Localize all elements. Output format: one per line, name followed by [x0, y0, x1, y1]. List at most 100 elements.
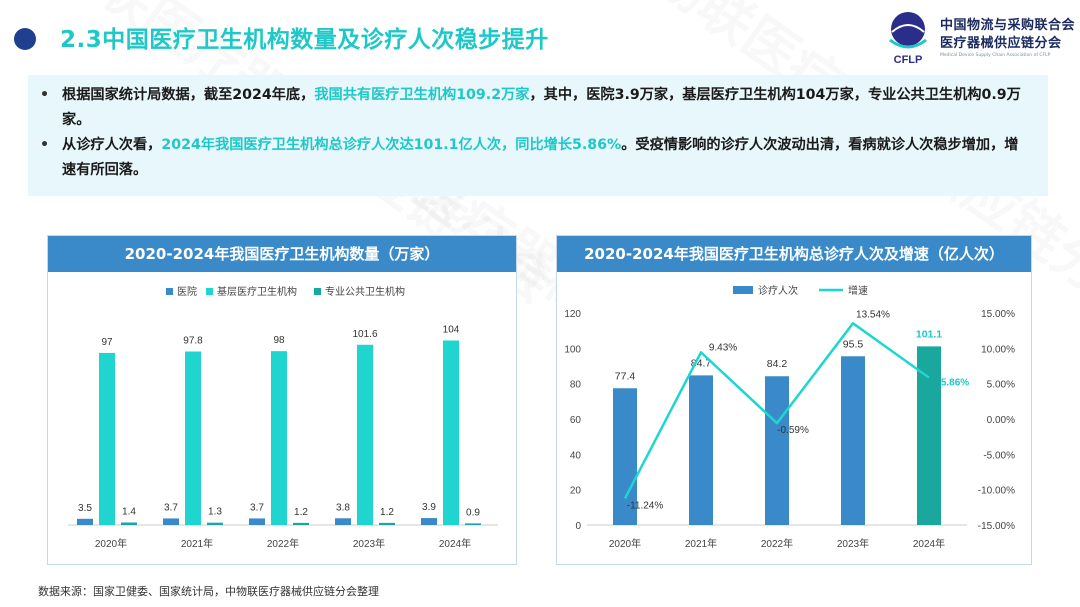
x-tick-label: 2023年 — [837, 537, 869, 550]
bar-value-label: 3.7 — [250, 502, 264, 513]
bar — [271, 351, 287, 525]
bar-value-label: 3.9 — [422, 502, 436, 513]
bar-value-label: 3.5 — [78, 503, 92, 514]
institutions-bar-chart: 医院 基层医疗卫生机构 专业公共卫生机构 3.5 97 1.4 2020年 3.7 97.8 1.… — [68, 285, 498, 550]
bar-value-label: 1.2 — [294, 507, 308, 518]
bar-value-label: 3.8 — [336, 502, 350, 513]
legend-swatch — [206, 288, 213, 295]
bar-value-label: 0.9 — [466, 507, 480, 518]
logo-english: Medical Device Supply Chain Association … — [940, 53, 1051, 58]
logo-abbr: CFLP — [894, 54, 923, 66]
y-right-tick-label: -15.00% — [978, 521, 1015, 532]
cflp-logo: CFLP 中国物流与采购联合会 医疗器械供应链分会 Medical Device… — [884, 8, 1076, 68]
summary-text: 。受疫情影响的诊疗人次波动出清，看病就诊人次稳步增加，增速有所回落。 — [62, 137, 1019, 178]
y-right-tick-label: -10.00% — [978, 486, 1015, 497]
visits-chart-panel: 2020-2024年我国医疗卫生机构总诊疗人次及增速（亿人次） 诊疗人次 增速 0 2… — [556, 235, 1032, 565]
institutions-chart-panel: 2020-2024年我国医疗卫生机构数量（万家） 医院 基层医疗卫生机构 专业公共卫… — [47, 235, 517, 565]
y-right-tick-label: 0.00% — [987, 415, 1015, 426]
data-source-note: 数据来源：国家卫健委、国家统计局，中物联医疗器械供应链分会整理 — [38, 585, 379, 598]
x-tick-label: 2021年 — [685, 537, 717, 550]
y-left-tick-label: 120 — [564, 309, 581, 320]
bar-value-label: 1.3 — [208, 507, 222, 518]
bar-value-label: 77.4 — [615, 370, 636, 382]
bar-value-label: 84.2 — [767, 358, 788, 370]
bar — [293, 522, 309, 525]
logo-branch-name: 医疗器械供应链分会 — [940, 36, 1062, 51]
legend-label: 诊疗人次 — [758, 284, 798, 297]
bar — [465, 523, 481, 525]
bar — [689, 375, 713, 525]
summary-highlight: 2024年我国医疗卫生机构总诊疗人次达101.1亿人次，同比增长5.86% — [161, 137, 622, 153]
bar-value-label: 101.1 — [916, 328, 942, 340]
y-left-tick-label: 100 — [564, 344, 581, 355]
y-left-tick-label: 20 — [570, 486, 582, 497]
bar — [443, 340, 459, 525]
y-right-tick-label: 5.00% — [987, 380, 1015, 391]
legend-swatch — [166, 288, 173, 295]
summary-text: ，其中，医院3.9万家，基层医疗卫生机构104万家，专业公共卫生机构0.9万家。 — [62, 87, 1021, 128]
bar — [77, 518, 93, 525]
bar-value-label: 98 — [273, 335, 285, 346]
summary-bullet-1: 根据国家统计局数据，截至2024年底，我国共有医疗卫生机构109.2万家，其中，… — [38, 83, 1032, 133]
x-tick-label: 2020年 — [95, 537, 127, 550]
y-left-tick-label: 60 — [570, 415, 582, 426]
legend-swatch — [314, 288, 321, 295]
visits-chart-title: 2020-2024年我国医疗卫生机构总诊疗人次及增速（亿人次） — [557, 236, 1031, 272]
bar — [207, 522, 223, 525]
x-tick-label: 2022年 — [761, 537, 793, 550]
bar — [249, 518, 265, 525]
title-dot — [14, 28, 36, 50]
legend-label: 专业公共卫生机构 — [325, 285, 405, 298]
bar — [99, 352, 115, 525]
line-value-label: 5.86% — [941, 378, 969, 389]
x-tick-label: 2021年 — [181, 537, 213, 550]
x-tick-label: 2024年 — [913, 537, 945, 550]
line-value-label: 9.43% — [709, 342, 737, 353]
bar — [917, 346, 941, 525]
cflp-logo-mark: CFLP — [889, 12, 927, 66]
bar — [765, 376, 789, 525]
x-tick-label: 2024年 — [439, 537, 471, 550]
bar — [335, 518, 351, 525]
y-right-tick-label: 15.00% — [981, 309, 1015, 320]
bar-value-label: 104 — [443, 325, 460, 336]
institutions-chart-title: 2020-2024年我国医疗卫生机构数量（万家） — [48, 236, 516, 272]
legend-label: 增速 — [848, 284, 868, 297]
y-left-tick-label: 80 — [570, 380, 582, 391]
summary-text: 从诊疗人次看， — [62, 137, 162, 153]
summary-text: 根据国家统计局数据，截至2024年底， — [62, 87, 315, 103]
bar — [121, 522, 137, 525]
bar-value-label: 97.8 — [183, 336, 203, 347]
bar — [421, 518, 437, 525]
legend-label: 医院 — [177, 285, 197, 298]
bar-value-label: 1.4 — [122, 507, 136, 518]
bar — [185, 351, 201, 525]
summary-highlight: 我国共有医疗卫生机构109.2万家 — [314, 87, 530, 103]
bar-value-label: 101.6 — [352, 329, 377, 340]
bar — [841, 356, 865, 525]
y-right-tick-label: -5.00% — [983, 450, 1015, 461]
logo-org-name: 中国物流与采购联合会 — [940, 18, 1076, 33]
line-value-label: 13.54% — [856, 309, 890, 320]
bar — [163, 518, 179, 525]
visits-combo-chart: 诊疗人次 增速 0 20 40 60 80 100 120 -15.00% -10.00% -5.00… — [564, 284, 1015, 550]
bar — [379, 522, 395, 525]
legend-label: 基层医疗卫生机构 — [217, 285, 297, 298]
bar — [613, 388, 637, 525]
x-tick-label: 2023年 — [353, 537, 385, 550]
line-value-label: -0.59% — [777, 425, 809, 436]
bar-value-label: 97 — [101, 337, 113, 348]
page-title: 2.3中国医疗卫生机构数量及诊疗人次稳步提升 — [60, 27, 549, 53]
growth-line — [623, 322, 930, 500]
line-value-label: -11.24% — [627, 500, 664, 511]
bar-value-label: 95.5 — [843, 338, 864, 350]
x-tick-label: 2022年 — [267, 537, 299, 550]
y-left-tick-label: 0 — [575, 521, 581, 532]
summary-bullet-2: 从诊疗人次看，2024年我国医疗卫生机构总诊疗人次达101.1亿人次，同比增长5… — [38, 133, 1032, 183]
legend-swatch — [733, 286, 753, 294]
bar-value-label: 3.7 — [164, 502, 178, 513]
bar — [357, 344, 373, 525]
x-tick-label: 2020年 — [609, 537, 641, 550]
bar-value-label: 1.2 — [380, 507, 394, 518]
y-left-tick-label: 40 — [570, 450, 582, 461]
